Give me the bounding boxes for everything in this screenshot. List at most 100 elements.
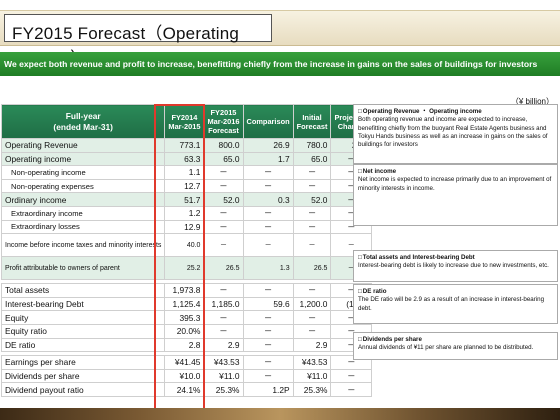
table-row: Equity ratio 20.0% －－－－ (0, 323, 373, 339)
cell-fy2015: 25.3% (203, 382, 244, 397)
cell-initial: － (292, 323, 332, 339)
table-row: DE ratio 2.8 2.9 － 2.9 － (0, 337, 373, 353)
row-label: Operating Revenue (0, 138, 166, 153)
cell-initial: 26.5 (292, 256, 332, 281)
row-label: Interest-bearing Debt (0, 296, 166, 312)
cell-initial: － (292, 283, 332, 298)
cell-comparison: － (242, 323, 294, 339)
cell-comparison: － (242, 233, 294, 258)
table-row: Dividends per share ¥10.0 ¥11.0 － ¥11.0 － (0, 368, 373, 384)
table-row: Non-operating expenses 12.7 －－－－ (0, 178, 373, 194)
row-label: DE ratio (0, 337, 166, 353)
cell-comparison: － (242, 355, 294, 370)
cell-fy2015: － (203, 178, 244, 194)
table-row: Interest-bearing Debt 1,125.4 1,185.0 59.6 1… (0, 296, 373, 312)
table-row: Extraordinary income 1.2 －－－－ (0, 205, 373, 221)
table-row: Ordinary income 51.7 52.0 0.3 52.0 － (0, 192, 373, 207)
note-body: The DE ratio will be 2.9 as a result of … (358, 296, 545, 312)
note-heading: Net income (358, 168, 553, 176)
cell-initial: － (292, 205, 332, 221)
note-operating: Operating Revenue ・ Operating income Bot… (353, 104, 558, 164)
row-label: Non-operating expenses (0, 178, 166, 194)
header-comparison: Comparison (242, 104, 294, 139)
header-fy2015-forecast: FY2015 Mar-2016 Forecast (203, 104, 244, 139)
cell-fy2014: 1.2 (164, 205, 205, 221)
cell-fy2014: 24.1% (164, 382, 205, 397)
cell-comparison: － (242, 165, 294, 180)
note-body: Annual dividends of ¥11 per share are pl… (358, 344, 534, 352)
cell-initial: 2.9 (292, 337, 332, 353)
row-label: Extraordinary losses (0, 219, 166, 235)
cell-initial: － (292, 233, 332, 258)
note-heading: Dividends per share (358, 336, 553, 344)
cell-initial: 25.3% (292, 382, 332, 397)
cell-comparison: 1.7 (242, 151, 294, 167)
cell-comparison: 1.3 (242, 256, 294, 281)
cell-fy2015: 65.0 (203, 151, 244, 167)
cell-comparison: － (242, 178, 294, 194)
table-row: Profit attributable to owners of parent 2… (0, 256, 373, 281)
cell-comparison: － (242, 219, 294, 235)
row-separator-cell (1, 279, 372, 285)
cell-comparison: 59.6 (242, 296, 294, 312)
summary-banner: We expect both revenue and profit to inc… (0, 52, 560, 76)
cell-fy2014: 12.7 (164, 178, 205, 194)
cell-fy2014: 395.3 (164, 310, 205, 325)
cell-fy2015: － (203, 205, 244, 221)
cell-initial: 1,200.0 (292, 296, 332, 312)
row-separator (1, 351, 372, 357)
cell-fy2015: 52.0 (203, 192, 244, 207)
cell-initial: － (292, 178, 332, 194)
table-row: Non-operating income 1.1 －－－－ (0, 165, 373, 180)
cell-fy2014: 2.8 (164, 337, 205, 353)
cell-comparison: 0.3 (242, 192, 294, 207)
cell-initial: 52.0 (292, 192, 332, 207)
cell-initial: － (292, 165, 332, 180)
cell-initial: － (292, 310, 332, 325)
header-initial-forecast: Initial Forecast (292, 104, 332, 139)
cell-fy2014: 12.9 (164, 219, 205, 235)
note-body: Interest-bearing debt is likely to incre… (358, 262, 549, 270)
row-label: Non-operating income (0, 165, 166, 180)
cell-fy2015: － (203, 165, 244, 180)
cell-initial: ¥43.53 (292, 355, 332, 370)
row-label: Equity ratio (0, 323, 166, 339)
table-row: Operating income 63.3 65.0 1.7 65.0 － (0, 151, 373, 167)
table-row: Income before income taxes and minority … (0, 233, 373, 258)
cell-fy2015: ¥11.0 (203, 368, 244, 384)
note-dividends: Dividends per share Annual dividends of … (353, 332, 558, 360)
cell-initial: 65.0 (292, 151, 332, 167)
row-separator (1, 279, 372, 285)
cell-comparison: － (242, 205, 294, 221)
cell-fy2015: ¥43.53 (203, 355, 244, 370)
table-row: Dividend payout ratio 24.1% 25.3% 1.2P 25.3%… (0, 382, 373, 397)
cell-fy2014: 1,125.4 (164, 296, 205, 312)
table-row: Total assets 1,973.8 －－－－ (0, 283, 373, 298)
cell-comparison: － (242, 283, 294, 298)
row-label: Extraordinary income (0, 205, 166, 221)
forecast-table: Full-year (ended Mar-31) FY2014 Mar-2015 F… (0, 104, 373, 397)
row-label: Equity (0, 310, 166, 325)
row-label: Ordinary income (0, 192, 166, 207)
cell-comparison: － (242, 337, 294, 353)
note-de-ratio: DE ratio The DE ratio will be 2.9 as a r… (353, 284, 558, 324)
cell-fy2014: 1.1 (164, 165, 205, 180)
unit-label: （¥ billion） (510, 97, 554, 106)
cell-fy2015: 26.5 (203, 256, 244, 281)
cell-fy2014: 773.1 (164, 138, 205, 153)
note-heading: DE ratio (358, 288, 553, 296)
table-row: Extraordinary losses 12.9 －－－－ (0, 219, 373, 235)
cell-fy2015: 800.0 (203, 138, 244, 153)
cell-fy2015: － (203, 310, 244, 325)
table-row: Equity 395.3 －－－－ (0, 310, 373, 325)
cell-fy2015: － (203, 233, 244, 258)
cell-fy2014: 25.2 (164, 256, 205, 281)
cell-projected: － (330, 382, 373, 397)
cell-fy2014: ¥41.45 (164, 355, 205, 370)
cell-fy2014: ¥10.0 (164, 368, 205, 384)
row-label: Income before income taxes and minority … (0, 233, 166, 258)
cell-fy2015: 1,185.0 (203, 296, 244, 312)
row-separator-cell (1, 351, 372, 357)
note-heading: Total assets and Interest-bearing Debt (358, 254, 553, 262)
